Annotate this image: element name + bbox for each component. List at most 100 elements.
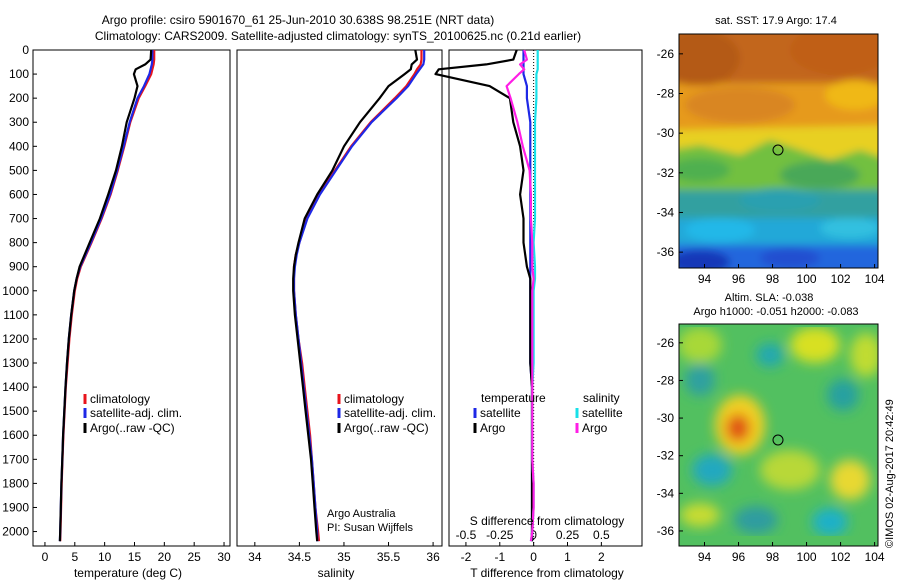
temperature-xtick-label: 15: [128, 550, 142, 564]
sla-map-axes: 94 96 98 100 102 104 -26 -28 -30 -32 -34 -36: [657, 336, 885, 564]
depth-tick-label: 1500: [2, 404, 29, 418]
attribution-project: Argo Australia: [327, 508, 396, 520]
salinity-legend: climatology satellite-adj. clim. Argo(..…: [337, 392, 436, 435]
sla-map-subtitle: Argo h1000: -0.051 h2000: -0.083: [693, 306, 858, 318]
legend-label-climatology: climatology: [344, 392, 404, 406]
sla-map-xtick-label: 104: [865, 550, 885, 564]
sla-map-ytick-label: -34: [657, 486, 675, 500]
legend-label-argo: Argo(..raw -QC): [90, 421, 175, 435]
temperature-xtick-label: 30: [217, 550, 231, 564]
depth-tick-label: 1400: [2, 380, 29, 394]
temperature-xtick-label: 25: [188, 550, 202, 564]
depth-tick-label: 1300: [2, 356, 29, 370]
float-position-marker: [772, 144, 784, 156]
legend-label-t-satellite: satellite: [480, 406, 521, 420]
sst-map-xtick-label: 98: [766, 272, 780, 286]
difference-s-xtick-label: 0: [530, 528, 537, 542]
temperature-xtick-label: 20: [158, 550, 172, 564]
imos-watermark: ©IMOS 02-Aug-2017 20:42:49: [884, 399, 896, 548]
salinity-xtick-label: 36: [426, 550, 440, 564]
legend-label-t-argo: Argo: [480, 421, 506, 435]
temperature-xtick-label: 0: [42, 550, 49, 564]
depth-tick-label: 1900: [2, 500, 29, 514]
sst-map-ytick-label: -34: [657, 205, 675, 219]
legend-label-s-satellite: satellite: [582, 406, 623, 420]
depth-tick-label: 100: [9, 67, 29, 81]
legend-label-satellite: satellite-adj. clim.: [344, 406, 436, 420]
depth-tick-label: 2000: [2, 525, 29, 539]
depth-tick-label: 1600: [2, 428, 29, 442]
depth-tick-label: 1200: [2, 332, 29, 346]
salinity-xtick-label: 34: [248, 550, 262, 564]
difference-s-xtick-label: 0.5: [593, 528, 610, 542]
sla-map-xtick-label: 100: [797, 550, 817, 564]
depth-tick-label: 0: [22, 43, 29, 57]
salinity-series-argo: [292, 49, 419, 542]
legend-label-s-argo: Argo: [582, 421, 608, 435]
sst-map-xtick-label: 96: [732, 272, 746, 286]
sla-map-frame: [678, 323, 879, 547]
difference-t-xlabel: T difference from climatology: [470, 566, 624, 580]
sst-map-xtick-label: 100: [797, 272, 817, 286]
sst-map-axes: 94 96 98 100 102 104 -26 -28 -30 -32 -34 -36: [657, 47, 885, 286]
temperature-xlabel: temperature (deg C): [74, 566, 182, 580]
sla-map-title: Altim. SLA: -0.038: [725, 292, 814, 304]
legend-label-argo: Argo(..raw -QC): [344, 421, 429, 435]
sla-map-ytick-label: -36: [657, 524, 675, 538]
depth-tick-label: 900: [9, 260, 29, 274]
legend-title-salinity: salinity: [583, 391, 620, 405]
depth-tick-label: 1100: [3, 308, 29, 322]
sla-map-xtick-label: 94: [698, 550, 712, 564]
difference-t-xtick-label: -2: [461, 550, 472, 564]
depth-tick-label: 400: [9, 139, 29, 153]
sst-map-ytick-label: -26: [657, 47, 675, 61]
attribution-pi: PI: Susan Wijffels: [327, 522, 413, 534]
sst-map-frame: [678, 33, 879, 269]
sla-map-xtick-label: 98: [766, 550, 780, 564]
difference-s-xtick-label: 0.25: [556, 528, 580, 542]
float-position-marker: [772, 434, 784, 446]
salinity-panel: 34 34.5 35 35.5 36: [248, 49, 440, 564]
salinity-panel-frame: [236, 49, 443, 547]
difference-t-xtick-label: 0: [530, 550, 537, 564]
depth-tick-label: 1800: [2, 476, 29, 490]
sla-map-ytick-label: -26: [657, 336, 675, 350]
sst-map-ytick-label: -32: [657, 166, 675, 180]
depth-tick-label: 1700: [2, 452, 29, 466]
figure-title-line2: Climatology: CARS2009. Satellite-adjuste…: [95, 29, 581, 43]
temperature-xtick-label: 5: [71, 550, 78, 564]
legend-label-climatology: climatology: [90, 392, 150, 406]
salinity-xtick-label: 35: [337, 550, 351, 564]
sla-map-ytick-label: -28: [657, 373, 675, 387]
difference-legend: temperature salinity satellite Argo sate…: [473, 391, 623, 435]
depth-axis: 0 100 200 300 400 500 600 700 800 900 1000 1100 1200…: [2, 43, 37, 539]
salinity-xtick-label: 35.5: [377, 550, 401, 564]
depth-tick-label: 800: [9, 236, 29, 250]
sst-map-title: sat. SST: 17.9 Argo: 17.4: [715, 15, 837, 27]
difference-panel: -2 -1 0 1 2 -0.5 -0.25 0 0.25 0.5: [434, 49, 610, 564]
sst-map-ytick-label: -36: [657, 245, 675, 259]
sla-map-ytick-label: -32: [657, 449, 675, 463]
sst-map-xtick-label: 94: [698, 272, 712, 286]
sst-map-xtick-label: 102: [831, 272, 851, 286]
temperature-legend: climatology satellite-adj. clim. Argo(..…: [83, 392, 182, 435]
difference-t-xtick-label: 2: [598, 550, 605, 564]
sla-map-xtick-label: 102: [831, 550, 851, 564]
temperature-panel-frame: [32, 49, 231, 547]
figure-title-line1: Argo profile: csiro 5901670_61 25-Jun-20…: [102, 13, 494, 27]
depth-tick-label: 700: [9, 212, 29, 226]
sst-map-xtick-label: 104: [865, 272, 885, 286]
sst-map-image: [679, 34, 878, 268]
difference-t-xtick-label: 1: [564, 550, 571, 564]
sla-map-ytick-label: -30: [657, 411, 675, 425]
difference-s-title: S difference from climatology: [470, 514, 625, 528]
difference-t-xtick-label: -1: [494, 550, 505, 564]
depth-tick-label: 600: [9, 187, 29, 201]
difference-s-xtick-label: -0.5: [456, 528, 477, 542]
salinity-xlabel: salinity: [318, 566, 355, 580]
sla-map-xtick-label: 96: [732, 550, 746, 564]
temperature-series-argo: [58, 49, 153, 542]
depth-tick-label: 300: [9, 115, 29, 129]
salinity-xtick-label: 34.5: [288, 550, 312, 564]
